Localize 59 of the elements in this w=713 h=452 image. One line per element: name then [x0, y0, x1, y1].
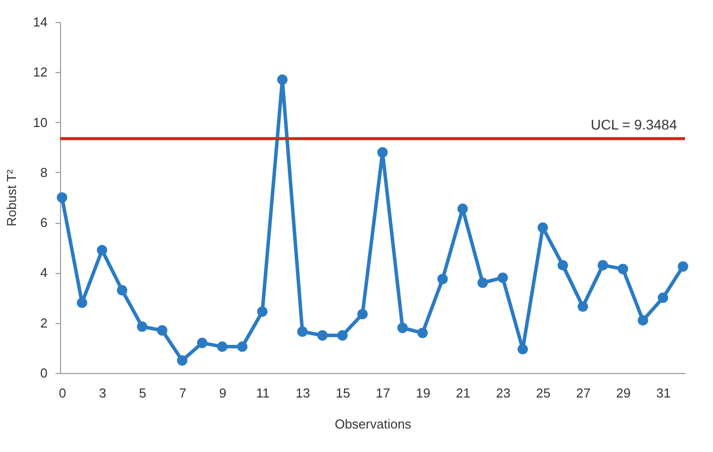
- point: [437, 274, 448, 284]
- y-tick-label: 2: [40, 315, 48, 330]
- x-tick-label: 25: [536, 386, 551, 400]
- x-tick-label: 27: [576, 386, 591, 400]
- x-tick-label: 13: [296, 386, 310, 400]
- point: [497, 272, 508, 283]
- point: [116, 285, 128, 296]
- x-tick-label: 31: [656, 386, 671, 400]
- point: [136, 321, 148, 332]
- point: [196, 338, 208, 348]
- ref-line-label: UCL = 9.3484: [590, 116, 678, 133]
- point: [377, 147, 388, 158]
- point: [658, 292, 668, 304]
- point: [317, 330, 328, 341]
- point: [96, 244, 108, 256]
- x-axis-title: Observations: [334, 416, 412, 432]
- point: [357, 308, 368, 320]
- point: [217, 341, 228, 352]
- x-tick-label: 21: [456, 386, 470, 400]
- y-axis-title: Robust T²: [4, 168, 20, 226]
- y-tick-label: 12: [33, 64, 48, 80]
- x-tick-label: 7: [179, 386, 186, 400]
- point: [598, 260, 608, 270]
- point: [457, 204, 468, 214]
- point: [678, 261, 688, 272]
- x-tick-label: 19: [416, 386, 430, 400]
- point: [76, 298, 88, 308]
- y-tick-label: 14: [33, 14, 48, 30]
- point: [558, 260, 568, 270]
- point: [237, 341, 248, 352]
- x-tick-label: 17: [376, 386, 390, 400]
- point: [517, 344, 528, 354]
- point: [578, 301, 588, 312]
- point: [297, 326, 308, 337]
- point: [638, 315, 648, 326]
- point: [156, 325, 168, 336]
- y-tick-label: 8: [40, 164, 48, 180]
- y-tick-label: 4: [40, 265, 48, 280]
- point: [618, 264, 628, 274]
- point: [397, 322, 408, 334]
- point: [477, 278, 488, 288]
- point: [56, 192, 68, 203]
- x-tick-label: 3: [98, 386, 106, 400]
- x-tick-label: 11: [256, 386, 270, 400]
- y-tick-label: 0: [40, 366, 48, 380]
- point: [257, 306, 268, 317]
- point: [538, 222, 548, 233]
- x-tick-label: 5: [139, 386, 146, 400]
- x-tick-label: 23: [496, 386, 510, 400]
- x-tick-label: 15: [336, 386, 350, 400]
- point: [176, 355, 188, 366]
- x-tick-label: 9: [219, 386, 226, 400]
- y-tick-label: 6: [40, 215, 48, 230]
- point: [417, 328, 428, 338]
- point: [277, 74, 288, 85]
- y-tick-label: 10: [33, 114, 48, 130]
- x-tick-label: 0: [58, 386, 66, 400]
- x-tick-label: 29: [616, 386, 631, 400]
- point: [337, 330, 348, 341]
